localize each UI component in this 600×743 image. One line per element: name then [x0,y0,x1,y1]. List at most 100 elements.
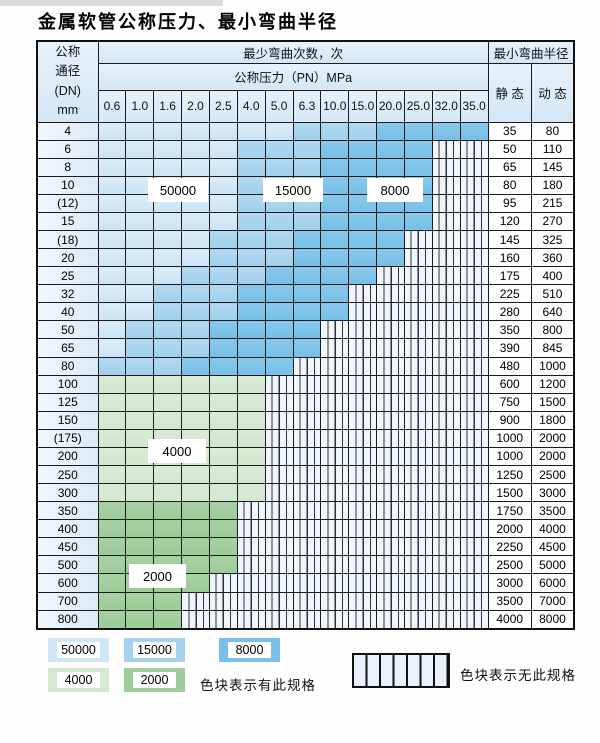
static-radius-cell: 2250 [487,537,532,557]
spec-cell [320,193,350,213]
no-spec-cell [431,537,461,557]
no-spec-cell [431,266,461,286]
no-spec-cell [431,464,461,485]
dn-cell: 65 [36,338,99,358]
spec-cell [236,157,266,177]
spec-cell [181,302,210,322]
no-spec-cell [292,428,322,448]
spec-cell [97,139,127,159]
spec-cell [181,555,210,575]
static-radius-cell: 2500 [487,555,532,575]
no-spec-cell [236,555,266,575]
spec-cell [153,139,183,159]
dn-cell: 20 [36,248,99,268]
static-radius-cell: 160 [487,248,532,268]
no-spec-cell [292,464,322,485]
spec-cell [153,483,183,503]
spec-cell [97,410,127,430]
table-row: 400 2000 4000 [36,519,575,539]
spec-cell [236,229,266,250]
spec-cell [153,157,183,177]
spec-cell [320,229,350,250]
dynamic-radius-cell: 1800 [530,410,575,430]
legend-swatch-value: 50000 [56,641,101,659]
spec-cell [208,302,238,322]
spec-cell [459,121,489,141]
dn-cell: 50 [36,320,99,340]
header-row-3: 0.6 1.0 1.6 2.0 2.5 4.0 5.0 6.3 10.0 15.0 20.0 25.0… [37,89,574,123]
no-spec-cell [459,464,489,485]
spec-cell [125,229,155,250]
spec-cell [208,157,238,177]
table-row: 4 35 80 [36,121,575,141]
spec-cell [236,211,266,231]
spec-cell [236,302,266,322]
spec-cell [181,537,210,557]
dn-cell: 8 [36,157,99,177]
spec-cell [320,121,350,141]
spec-cell [97,157,127,177]
no-spec-cell [459,374,489,394]
spec-cell [97,121,127,141]
spec-cell [153,374,183,394]
table-row: 100 600 1200 [36,374,575,394]
spec-cell [181,483,210,503]
spec-cell [125,284,155,304]
page-title: 金属软管公称压力、最小弯曲半径 [38,12,338,32]
no-spec-cell [264,374,294,394]
spec-cell [153,591,183,611]
spec-cell [292,229,322,250]
no-spec-cell [459,428,489,448]
no-spec-cell [403,591,433,611]
pn-value-header: 6.3 [292,89,322,123]
spec-cell [208,374,238,394]
no-spec-cell [264,519,294,539]
spec-cell [153,356,183,376]
spec-cell [181,211,210,231]
dn-cell: 125 [36,392,99,412]
pn-value-header: 35.0 [459,89,489,123]
spec-cell [125,139,155,159]
no-spec-cell [431,356,461,376]
no-spec-cell [320,446,350,466]
no-spec-cell [376,519,405,539]
no-spec-cell [264,591,294,611]
zone-chip: 15000 [263,178,323,202]
no-spec-cell [376,338,405,358]
no-spec-cell [292,555,322,575]
spec-cell [431,121,461,141]
pn-value-header: 4.0 [236,89,266,123]
spec-cell [208,519,238,539]
dynamic-radius-cell: 2000 [530,446,575,466]
no-spec-cell [376,320,405,340]
no-spec-cell [320,464,350,485]
spec-cell [236,284,266,304]
spec-cell [292,266,322,286]
no-spec-cell [431,229,461,250]
no-spec-cell [403,410,433,430]
legend-swatch: 4000 [48,668,109,692]
no-spec-cell [403,392,433,412]
legend-swatch: 8000 [219,638,280,662]
spec-cell [97,302,127,322]
dynamic-radius-cell: 4000 [530,519,575,539]
no-spec-cell [431,211,461,231]
spec-cell [97,501,127,521]
no-spec-cell [459,591,489,611]
spec-cell [292,121,322,141]
cycles-header: 最少弯曲次数，次 [97,40,489,64]
no-spec-cell [264,537,294,557]
no-spec-cell [320,392,350,412]
spec-cell [125,211,155,231]
pn-value-header: 0.6 [97,89,127,123]
static-radius-cell: 175 [487,266,532,286]
no-spec-cell [403,519,433,539]
header-row-1: 公称 通径 (DN) mm 最少弯曲次数，次 最小弯曲半径 [36,40,575,123]
legend-swatch-value: 4000 [56,671,101,689]
no-spec-cell [208,591,238,611]
no-spec-cell [348,284,378,304]
no-spec-cell [264,392,294,412]
no-spec-cell [376,428,405,448]
no-spec-cell [459,392,489,412]
spec-cell [97,374,127,394]
